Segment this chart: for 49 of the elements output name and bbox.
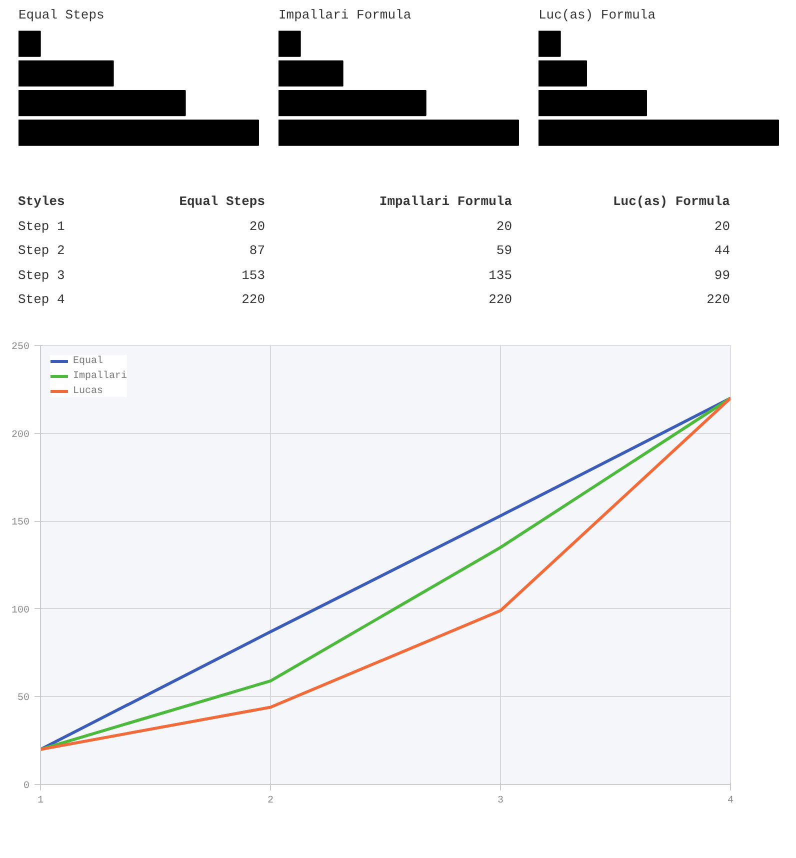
legend-label: Equal (73, 356, 104, 366)
category-label: Step 3 (18, 266, 66, 285)
data-label: 20 (495, 218, 512, 236)
bar (538, 120, 779, 146)
x-tick-label: 3 (498, 796, 504, 806)
text: Equal Steps (178, 193, 266, 211)
category-label: Step 2 (18, 242, 66, 260)
y-tick-label: 150 (11, 518, 30, 529)
category-label: Step 4 (18, 291, 66, 310)
y-tick-label: 200 (11, 430, 30, 441)
x-tick-label: 2 (268, 796, 274, 806)
text: Impallari Formula (378, 193, 512, 211)
chart-title: Luc(as) Formula (538, 8, 656, 22)
bar (278, 30, 301, 57)
bar (18, 90, 186, 116)
bar (538, 30, 561, 57)
x-tick-label: 1 (38, 796, 44, 806)
data-label: 135 (488, 266, 512, 285)
y-tick-label: 100 (11, 605, 30, 616)
line-series (40, 396, 730, 751)
data-label: 87 (248, 242, 266, 260)
bar (538, 60, 587, 87)
bar (278, 120, 519, 146)
bar (18, 30, 41, 57)
data-label: 20 (713, 218, 730, 236)
bar (538, 90, 647, 116)
data-label: 99 (713, 266, 730, 285)
text: Styles (18, 193, 66, 211)
data-label: 44 (713, 242, 730, 260)
text: Luc(as) Formula (612, 193, 730, 211)
chart-title: Impallari Formula (278, 8, 412, 22)
data-label: 220 (240, 291, 266, 310)
data-label: 59 (495, 242, 512, 260)
bar (18, 120, 259, 146)
legend-label: Impallari (73, 370, 128, 382)
y-tick-label: 250 (11, 342, 30, 353)
data-label: 20 (248, 218, 266, 236)
y-tick-label: 50 (18, 693, 30, 704)
category-label: Step 1 (18, 218, 66, 236)
data-label: 220 (488, 291, 512, 310)
chart-title: Equal Steps (18, 8, 104, 22)
data-label: 153 (240, 266, 266, 285)
x-tick-label: 4 (728, 796, 734, 806)
data-label: 220 (706, 291, 730, 310)
bar (18, 60, 114, 87)
bar (278, 60, 344, 87)
y-tick-label: 0 (24, 781, 30, 792)
bar (278, 90, 426, 116)
legend-label: Lucas (73, 386, 104, 396)
